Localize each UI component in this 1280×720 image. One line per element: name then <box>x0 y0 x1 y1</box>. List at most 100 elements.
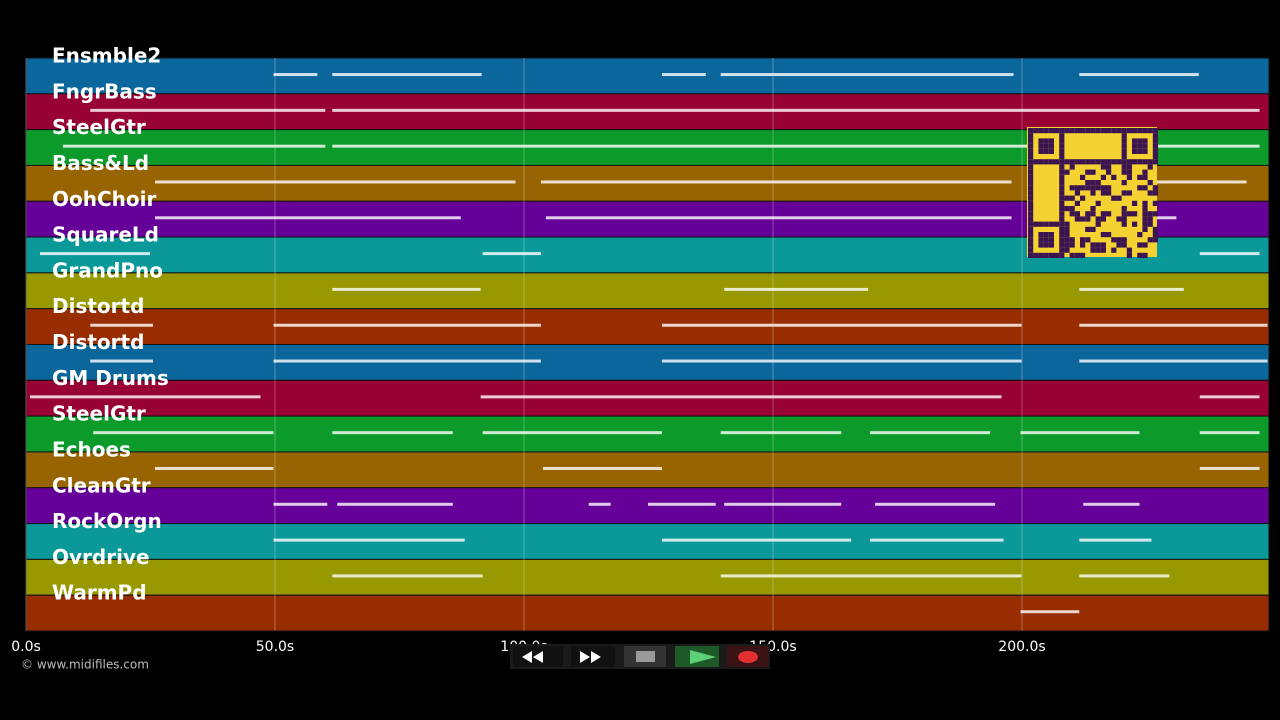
note-span <box>1199 395 1260 399</box>
note-span <box>90 108 326 112</box>
qr-cell <box>1132 211 1138 217</box>
qr-cell <box>1106 128 1112 134</box>
note-span <box>588 502 611 506</box>
qr-cell <box>1116 195 1122 201</box>
qr-cell <box>1152 154 1158 160</box>
qr-cell <box>1080 159 1086 165</box>
qr-cell <box>1142 174 1148 180</box>
qr-cell <box>1028 252 1034 258</box>
qr-cell <box>1074 128 1080 134</box>
qr-cell <box>1028 143 1034 149</box>
note-span <box>62 144 326 148</box>
qr-cell <box>1142 242 1148 248</box>
qr-code <box>1027 127 1158 258</box>
qr-cell <box>1038 242 1044 248</box>
qr-cell <box>1038 138 1044 144</box>
qr-cell <box>1074 190 1080 196</box>
note-span <box>90 323 153 327</box>
qr-cell <box>1080 216 1086 222</box>
qr-cell <box>1038 148 1044 154</box>
qr-cell <box>1028 159 1034 165</box>
qr-cell <box>1152 159 1158 165</box>
qr-cell <box>1147 237 1153 243</box>
play-button[interactable] <box>675 646 719 667</box>
qr-cell <box>1059 138 1065 144</box>
qr-cell <box>1064 247 1070 253</box>
qr-cell <box>1116 159 1122 165</box>
note-span <box>724 287 869 291</box>
qr-cell <box>1142 148 1148 154</box>
qr-cell <box>1059 216 1065 222</box>
rewind-button[interactable] <box>513 646 563 667</box>
qr-cell <box>1074 211 1080 217</box>
qr-cell <box>1147 221 1153 227</box>
qr-cell <box>1121 169 1127 175</box>
qr-cell <box>1152 232 1158 238</box>
qr-cell <box>1048 148 1054 154</box>
qr-cell <box>1106 159 1112 165</box>
qr-cell <box>1028 164 1034 170</box>
qr-cell <box>1095 159 1101 165</box>
stop-button[interactable] <box>624 646 666 667</box>
qr-cell <box>1059 174 1065 180</box>
qr-cell <box>1152 190 1158 196</box>
qr-cell <box>1080 195 1086 201</box>
note-span <box>273 502 328 506</box>
track-band <box>25 487 1270 525</box>
qr-cell <box>1142 211 1148 217</box>
qr-cell <box>1121 154 1127 160</box>
qr-cell <box>1064 226 1070 232</box>
note-span <box>332 108 1260 112</box>
qr-cell <box>1132 148 1138 154</box>
qr-cell <box>1085 128 1091 134</box>
qr-cell <box>1121 164 1127 170</box>
track-name: CleanGtr <box>52 473 151 497</box>
qr-cell <box>1064 206 1070 212</box>
note-span <box>1079 359 1268 363</box>
qr-cell <box>1028 200 1034 206</box>
qr-cell <box>1090 190 1096 196</box>
note-span <box>1079 323 1268 327</box>
qr-cell <box>1064 195 1070 201</box>
qr-cell <box>1059 185 1065 191</box>
qr-cell <box>1132 200 1138 206</box>
qr-cell <box>1054 159 1060 165</box>
qr-cell <box>1059 190 1065 196</box>
track-name: SteelGtr <box>52 115 146 139</box>
qr-cell <box>1059 180 1065 186</box>
qr-cell <box>1059 242 1065 248</box>
qr-cell <box>1142 226 1148 232</box>
fast-forward-button[interactable] <box>571 646 615 667</box>
qr-cell <box>1028 169 1034 175</box>
qr-cell <box>1080 252 1086 258</box>
qr-cell <box>1028 221 1034 227</box>
qr-cell <box>1090 211 1096 217</box>
qr-cell <box>1147 164 1153 170</box>
qr-cell <box>1080 242 1086 248</box>
qr-cell <box>1142 206 1148 212</box>
qr-cell <box>1074 185 1080 191</box>
qr-cell <box>1028 226 1034 232</box>
qr-cell <box>1111 128 1117 134</box>
qr-cell <box>1121 159 1127 165</box>
track-name: GM Drums <box>52 366 169 390</box>
track-name: OohChoir <box>52 187 156 211</box>
qr-cell <box>1106 232 1112 238</box>
qr-cell <box>1064 169 1070 175</box>
qr-cell <box>1095 128 1101 134</box>
qr-cell <box>1048 237 1054 243</box>
qr-cell <box>1074 216 1080 222</box>
qr-cell <box>1054 252 1060 258</box>
record-button[interactable] <box>727 646 769 667</box>
qr-cell <box>1048 232 1054 238</box>
qr-cell <box>1033 128 1039 134</box>
qr-cell <box>1059 128 1065 134</box>
qr-cell <box>1043 138 1049 144</box>
qr-cell <box>1100 242 1106 248</box>
qr-cell <box>1033 252 1039 258</box>
qr-cell <box>1137 185 1143 191</box>
qr-cell <box>1028 195 1034 201</box>
track-name: FngrBass <box>52 79 157 103</box>
qr-cell <box>1048 242 1054 248</box>
qr-cell <box>1085 159 1091 165</box>
